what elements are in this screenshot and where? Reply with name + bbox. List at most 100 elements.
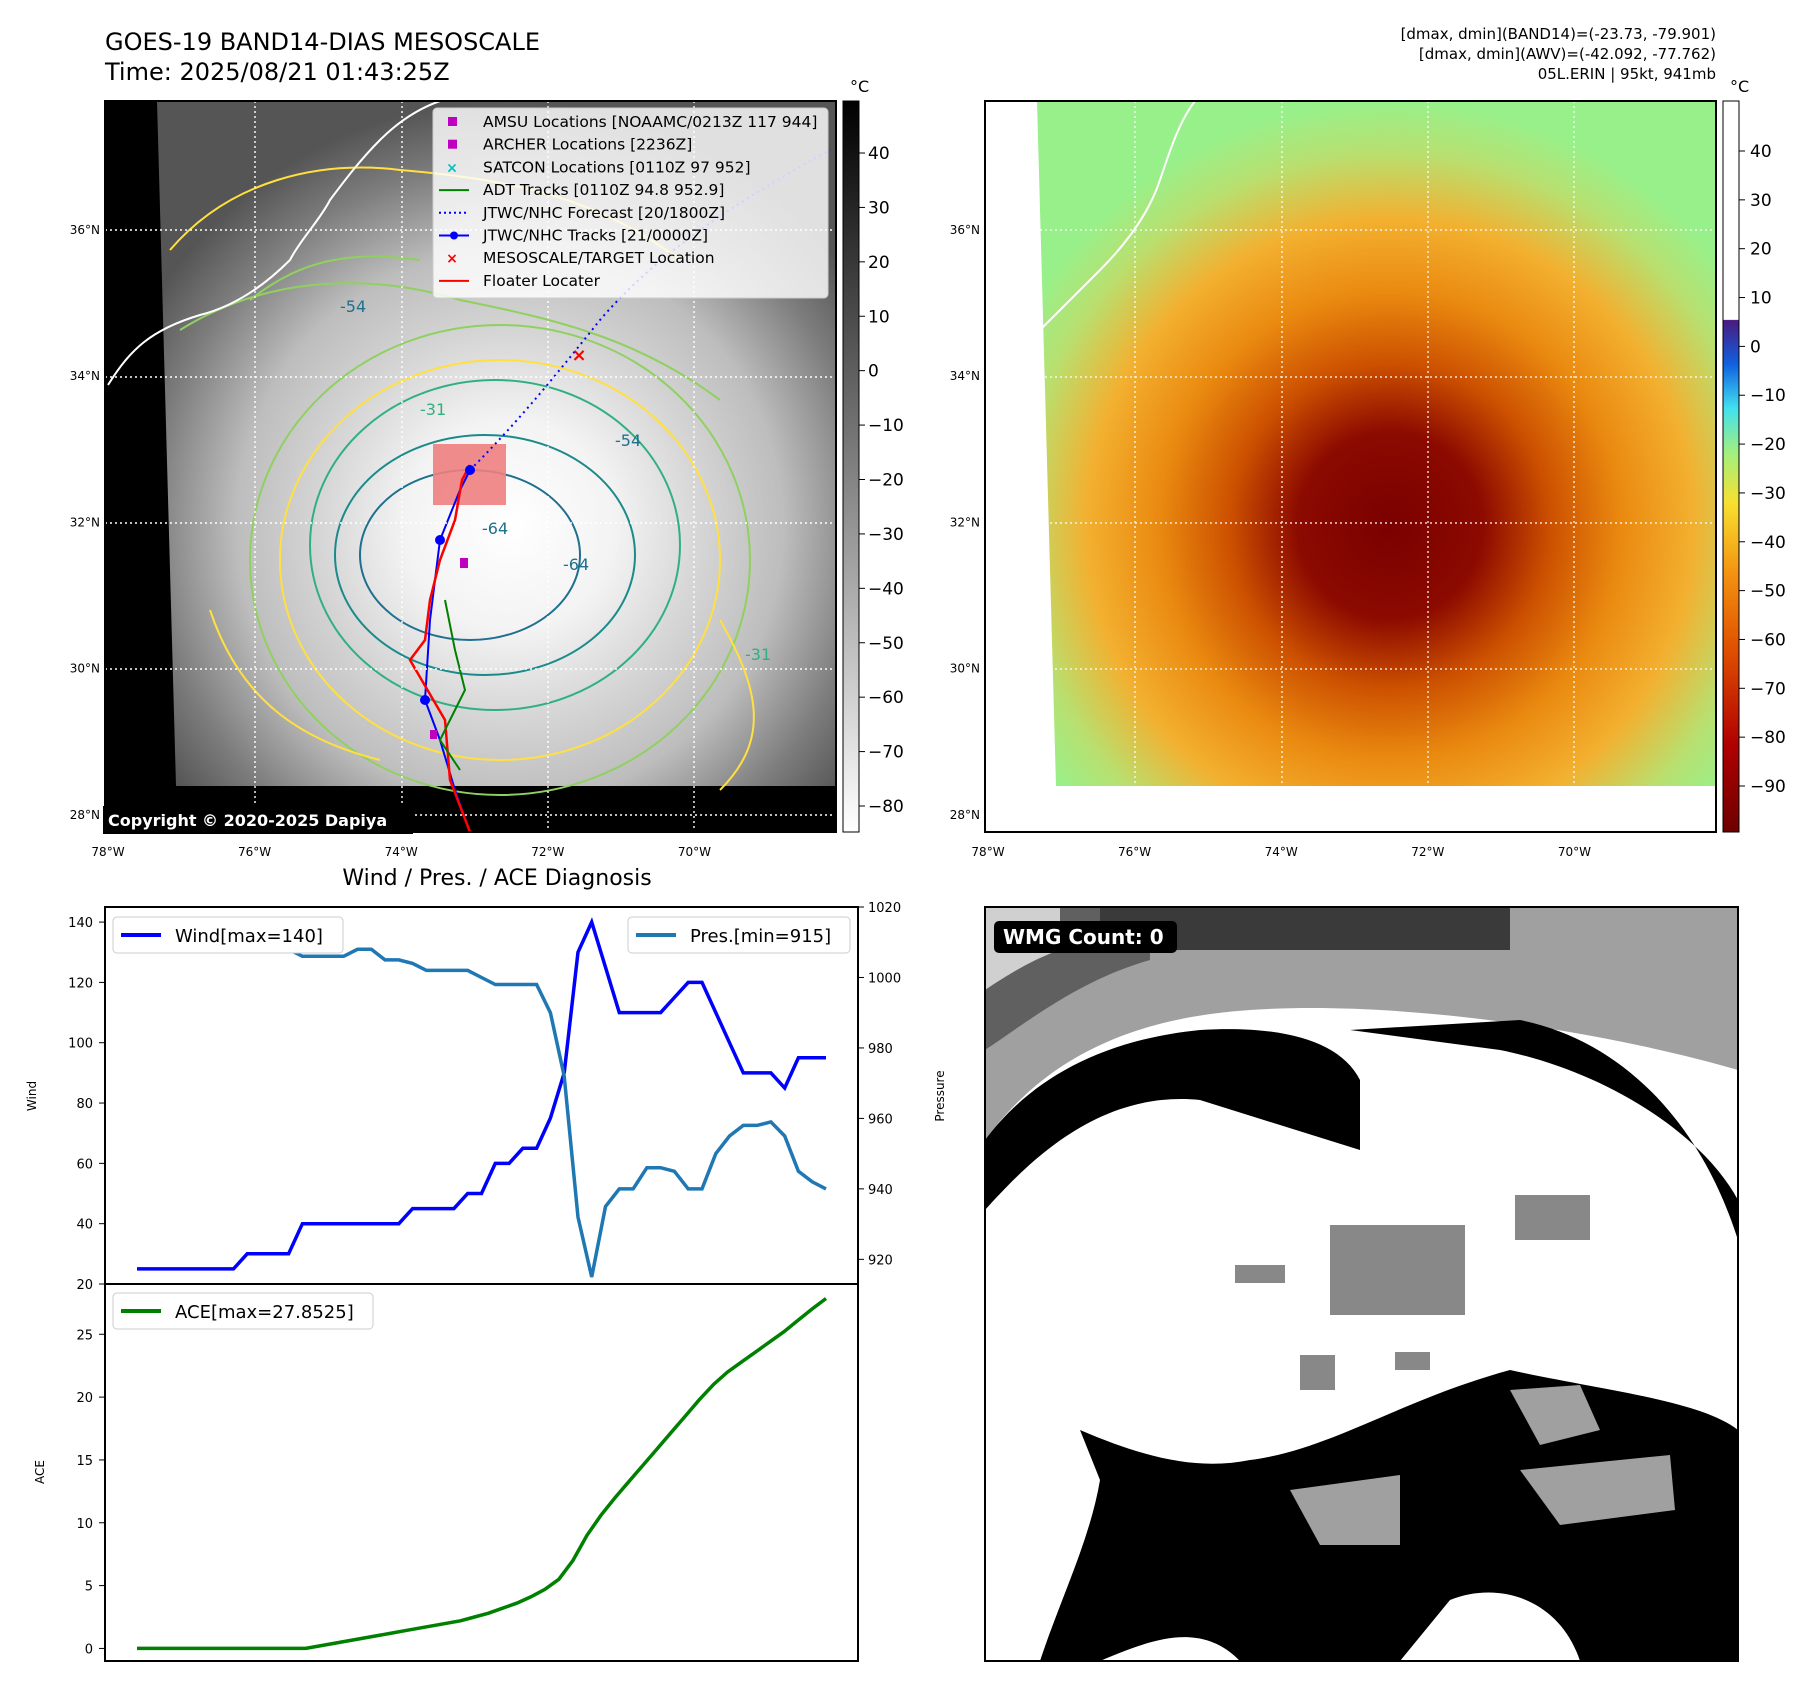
ace-axis-tick-label: 10 <box>76 1517 93 1532</box>
legend-label: ARCHER Locations [2236Z] <box>483 136 692 154</box>
satellite-swath-color <box>1037 101 1716 786</box>
coastline-color <box>1039 101 1196 331</box>
gray-colorbar-label: −50 <box>868 634 904 654</box>
wind-axis-tick-label: 100 <box>68 1037 93 1052</box>
contour-label: -64 <box>482 519 508 538</box>
color-colorbar-unit: °C <box>1730 77 1749 96</box>
lon-label: 76°W <box>1118 845 1151 859</box>
lat-label: 34°N <box>950 369 980 383</box>
figure-title-line2: Time: 2025/08/21 01:43:25Z <box>104 58 450 86</box>
color-colorbar-label: −60 <box>1750 630 1786 650</box>
pressure-axis-tick-label: 980 <box>868 1042 893 1057</box>
pressure-axis-label: Pressure <box>933 1070 947 1121</box>
wind-axis-tick-label: 40 <box>76 1218 93 1233</box>
lat-label: 32°N <box>950 515 980 529</box>
pressure-legend-label: Pres.[min=915] <box>690 926 831 947</box>
wind-axis-tick-label: 80 <box>76 1097 93 1112</box>
wind-legend: Wind[max=140] <box>112 916 344 954</box>
legend-label: MESOSCALE/TARGET Location <box>483 249 715 267</box>
gray-colorbar-label: −20 <box>868 471 904 491</box>
color-colorbar-label: 40 <box>1750 142 1772 162</box>
legend-item: AMSU Locations [NOAAMC/0213Z 117 944] <box>448 113 817 131</box>
color-colorbar-label: 30 <box>1750 191 1772 211</box>
gray-colorbar-label: 30 <box>868 198 890 218</box>
legend-item: × SATCON Locations [0110Z 97 952] <box>446 158 750 176</box>
legend-label: Floater Locater <box>483 272 601 290</box>
color-colorbar: °C 40 30 20 10 0 −10 −20 −30 −40 −50 −60 −70 −80 −90 <box>1722 77 1786 833</box>
legend-label: JTWC/NHC Tracks [21/0000Z] <box>482 227 708 245</box>
ace-legend: ACE[max=27.8525] <box>112 1292 374 1330</box>
lon-label: 70°W <box>678 845 711 859</box>
legend-x-marker: × <box>446 251 458 267</box>
coastline <box>107 101 441 386</box>
legend-label: ADT Tracks [0110Z 94.8 952.9] <box>483 181 724 199</box>
wmg-panel: WMG Count: 0 <box>984 906 1739 1662</box>
ace-axis-tick-label: 0 <box>85 1642 93 1657</box>
lat-label: 30°N <box>950 662 980 676</box>
contour-label: -31 <box>745 645 771 664</box>
color-colorbar-label: −70 <box>1750 679 1786 699</box>
lon-label: 74°W <box>385 845 418 859</box>
gray-colorbar-label: −80 <box>868 797 904 817</box>
gray-colorbar-label: 20 <box>868 253 890 273</box>
lon-label: 78°W <box>91 845 124 859</box>
archer-marker <box>430 730 437 739</box>
gray-colorbar: °C 40 30 20 10 0 −10 −20 −30 −40 −50 −60 −70 −80 <box>842 77 904 833</box>
color-colorbar-label: −50 <box>1750 582 1786 602</box>
pressure-legend: Pres.[min=915] <box>627 916 851 954</box>
wind-axis-tick-label: 140 <box>68 916 93 931</box>
legend-item: JTWC/NHC Forecast [20/1800Z] <box>439 204 725 222</box>
wind-series-line <box>137 917 826 1271</box>
gray-colorbar-label: 40 <box>868 144 890 164</box>
legend-x-marker: × <box>446 160 458 176</box>
ace-axis-label: ACE <box>33 1460 47 1484</box>
wmg-count-label: WMG Count: 0 <box>1003 925 1164 949</box>
pressure-axis-tick-label: 960 <box>868 1112 893 1127</box>
lat-label: 28°N <box>70 808 100 822</box>
pressure-axis-tick-label: 940 <box>868 1183 893 1198</box>
legend-item: Floater Locater <box>439 272 601 290</box>
gray-colorbar-label: −30 <box>868 525 904 545</box>
pressure-axis-tick-label: 1020 <box>868 901 901 916</box>
contour-label: -54 <box>615 431 641 450</box>
legend-label: JTWC/NHC Forecast [20/1800Z] <box>482 204 725 222</box>
ir-color-map <box>984 100 1717 833</box>
gray-colorbar-label: −10 <box>868 416 904 436</box>
amsu-marker <box>460 558 468 568</box>
color-colorbar-label: −90 <box>1750 777 1786 797</box>
legend-square-marker <box>448 139 457 149</box>
legend-item: ARCHER Locations [2236Z] <box>448 136 692 154</box>
color-colorbar-label: −10 <box>1750 386 1786 406</box>
map-legend: AMSU Locations [NOAAMC/0213Z 117 944] ARC… <box>432 107 829 299</box>
wind-axis-tick-label: 20 <box>76 1278 93 1293</box>
gray-colorbar-unit: °C <box>850 77 869 96</box>
temperature-contours <box>169 166 755 796</box>
lat-label: 28°N <box>950 808 980 822</box>
ace-axis-tick-label: 25 <box>76 1328 93 1343</box>
stats-line1: [dmax, dmin](BAND14)=(-23.73, -79.901) <box>1401 25 1716 43</box>
lat-label: 32°N <box>70 515 100 529</box>
color-colorbar-label: −40 <box>1750 533 1786 553</box>
gray-colorbar-label: 0 <box>868 362 879 382</box>
color-colorbar-label: −20 <box>1750 435 1786 455</box>
gray-colorbar-label: −60 <box>868 688 904 708</box>
wind-pressure-chart: Wind Pressure 20 40 60 80 100 120 140 920 940 960… <box>25 901 947 1293</box>
copyright-text: Copyright © 2020-2025 Dapiya <box>108 811 387 830</box>
ir-grayscale-map: × -54 -54 -64 -64 -31 -31 <box>103 100 837 834</box>
copyright-box <box>103 806 413 834</box>
wind-axis-tick-label: 120 <box>68 976 93 991</box>
color-colorbar-label: 10 <box>1750 289 1772 309</box>
wind-legend-label: Wind[max=140] <box>175 926 323 947</box>
gray-colorbar-label: 10 <box>868 307 890 327</box>
contour-label: -64 <box>563 555 589 574</box>
lon-label: 78°W <box>971 845 1004 859</box>
figure-title-line1: GOES-19 BAND14-DIAS MESOSCALE <box>105 28 540 56</box>
wmg-count-box <box>994 921 1177 953</box>
lon-label: 74°W <box>1265 845 1298 859</box>
ace-axis-tick-label: 5 <box>85 1580 93 1595</box>
lon-label: 72°W <box>531 845 564 859</box>
legend-item: JTWC/NHC Tracks [21/0000Z] <box>439 227 708 245</box>
contour-label: -31 <box>420 400 446 419</box>
legend-label: SATCON Locations [0110Z 97 952] <box>483 158 751 176</box>
